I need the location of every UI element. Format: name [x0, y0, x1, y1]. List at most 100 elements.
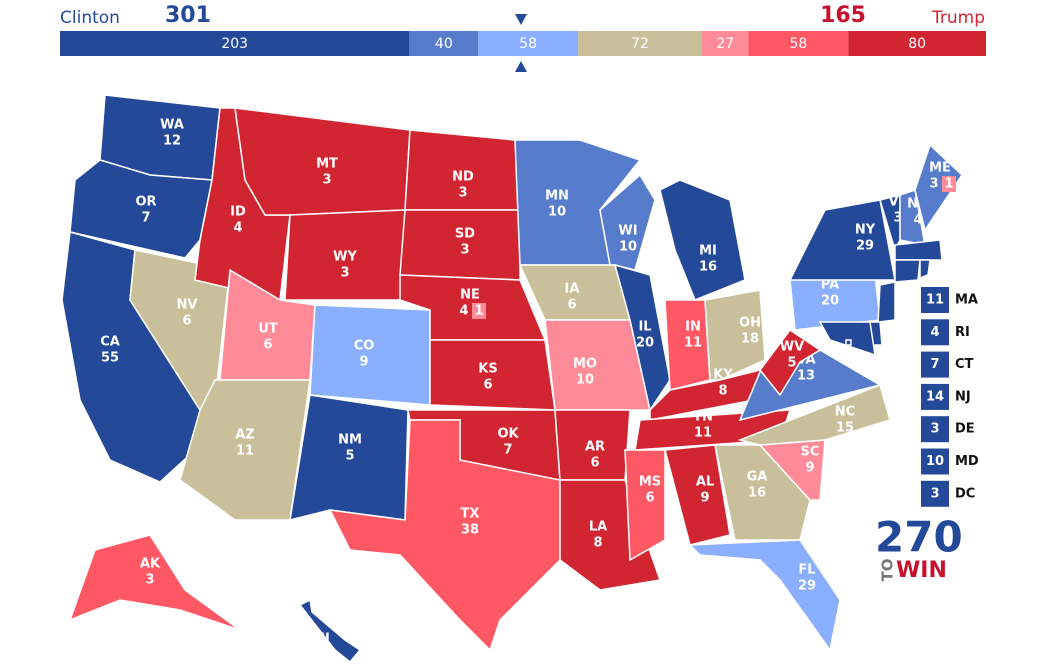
- small-state-abbr: RI: [955, 325, 970, 340]
- state-votes: 6: [263, 338, 272, 353]
- state-shape: [328, 419, 561, 652]
- state-shape: [664, 444, 731, 546]
- state-votes: 4: [317, 648, 326, 663]
- state-shape: [788, 199, 896, 281]
- state-votes: 10: [576, 373, 594, 388]
- small-state-votes: 3: [930, 486, 939, 501]
- state-votes: 9: [805, 461, 814, 476]
- state-abbr: OR: [135, 195, 156, 210]
- bar-segment-label: 203: [221, 36, 248, 52]
- state-votes: 6: [182, 314, 191, 329]
- state-abbr: NV: [177, 298, 198, 313]
- state-abbr: AR: [585, 440, 605, 455]
- right-candidate: Trump: [931, 8, 985, 28]
- bar-segment-label: 72: [631, 36, 649, 52]
- state-votes: 11: [694, 426, 712, 441]
- state-votes: 3: [145, 573, 154, 588]
- bar-segment-label: 58: [789, 36, 807, 52]
- bar-segment: [478, 31, 579, 56]
- state-votes: 12: [163, 134, 181, 149]
- state-shape: [919, 259, 931, 280]
- state-shape: [894, 259, 921, 283]
- small-state-votes: 10: [926, 454, 944, 469]
- state-votes: 7: [503, 443, 512, 458]
- right-total: 165: [820, 3, 866, 28]
- small-state-box: [921, 287, 949, 313]
- state-shape: [298, 598, 362, 664]
- state-votes: 5: [787, 356, 796, 371]
- electoral-bar: 203 40 58 72 27 58 80: [60, 31, 986, 56]
- state-shape: [818, 321, 876, 357]
- state-abbr: PA: [821, 278, 839, 293]
- state-shape: [559, 479, 662, 591]
- state-votes: 29: [798, 579, 816, 594]
- state-votes: 20: [821, 294, 839, 309]
- state-abbr: ME: [929, 161, 951, 176]
- state-votes: 5: [345, 449, 354, 464]
- district-votes: 1: [474, 304, 483, 319]
- state-shape: [613, 263, 671, 412]
- state-abbr: OH: [739, 316, 761, 331]
- state-abbr: AK: [140, 557, 161, 572]
- state-shape: [894, 239, 943, 261]
- state-votes: 3: [893, 211, 902, 226]
- state-abbr: NE: [460, 288, 480, 303]
- bar-segment: [578, 31, 703, 56]
- state-abbr: WY: [333, 250, 357, 265]
- state-votes: 11: [684, 336, 702, 351]
- state-shape: [68, 534, 241, 631]
- left-candidate: Clinton: [60, 8, 120, 28]
- logo-number: 270: [875, 513, 963, 562]
- state-abbr: NM: [338, 433, 362, 448]
- state-abbr: MI: [699, 244, 717, 259]
- state-abbr: MS: [639, 475, 661, 490]
- state-shape: [704, 289, 766, 381]
- state-abbr: UT: [258, 322, 278, 337]
- state-abbr: NC: [835, 405, 855, 420]
- midpoint-arrow-top: [515, 14, 527, 25]
- state-votes: 16: [699, 260, 717, 275]
- state-votes: 6: [483, 378, 492, 393]
- state-votes: 3: [340, 266, 349, 281]
- state-abbr: FL: [798, 563, 815, 578]
- district-box: [472, 303, 486, 319]
- state-votes: 4: [459, 304, 468, 319]
- state-abbr: KY: [713, 368, 733, 383]
- state-votes: 11: [236, 444, 254, 459]
- state-votes: 10: [619, 240, 637, 255]
- small-state-abbr: DC: [955, 486, 975, 501]
- state-shape: [914, 143, 963, 232]
- state-abbr: CO: [354, 339, 375, 354]
- logo-to: TO: [879, 559, 897, 582]
- logo: 270 TO WIN: [875, 513, 963, 584]
- state-abbr: IN: [685, 320, 701, 335]
- state-shape: [179, 379, 311, 521]
- small-state-box: [921, 319, 949, 346]
- bar-segment: [702, 31, 749, 56]
- state-votes: 55: [101, 351, 119, 366]
- state-abbr: ID: [230, 205, 246, 220]
- small-state-box: [921, 383, 949, 410]
- state-votes: 3: [458, 186, 467, 201]
- state-votes: 6: [567, 298, 576, 313]
- small-state-box: [921, 480, 949, 507]
- midpoint-arrow-bottom: [515, 61, 527, 72]
- state-votes: 20: [636, 336, 654, 351]
- state-votes: 10: [548, 205, 566, 220]
- state-shape: [845, 339, 852, 346]
- left-total: 301: [165, 3, 211, 28]
- state-shape: [688, 539, 841, 652]
- bar-segment-label: 80: [908, 36, 926, 52]
- small-state-votes: 7: [930, 357, 939, 372]
- small-state-votes: 3: [930, 422, 939, 437]
- state-shape: [714, 444, 811, 541]
- bar-segment: [748, 31, 849, 56]
- small-state-votes: 11: [926, 293, 944, 308]
- state-shape: [624, 449, 666, 562]
- bar-segment: [60, 31, 410, 56]
- small-state-votes: 4: [930, 325, 939, 340]
- state-votes: 7: [141, 211, 150, 226]
- state-abbr: TX: [461, 507, 480, 522]
- state-votes: 9: [700, 491, 709, 506]
- state-abbr: NY: [855, 223, 876, 238]
